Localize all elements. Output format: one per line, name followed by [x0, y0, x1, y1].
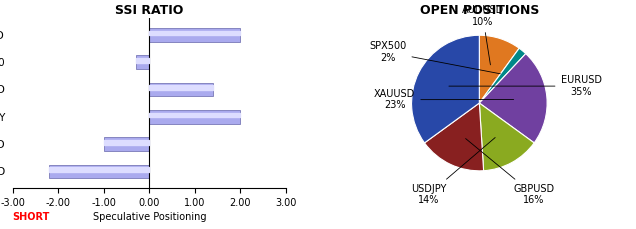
Bar: [149, 31, 240, 35]
Bar: [49, 167, 149, 172]
Bar: [149, 110, 240, 124]
Bar: [135, 55, 149, 69]
Text: Speculative Positioning: Speculative Positioning: [93, 212, 206, 222]
Wedge shape: [480, 48, 526, 103]
Wedge shape: [424, 103, 483, 171]
Wedge shape: [480, 54, 547, 143]
Text: XAUUSD
23%: XAUUSD 23%: [374, 89, 514, 110]
Text: USDJPY
14%: USDJPY 14%: [411, 138, 495, 205]
Bar: [104, 140, 149, 145]
Bar: [149, 82, 213, 96]
Text: SHORT: SHORT: [13, 212, 50, 222]
Bar: [104, 137, 149, 151]
Text: SPX500
2%: SPX500 2%: [370, 41, 501, 74]
Bar: [149, 28, 240, 41]
Title: SSI RATIO: SSI RATIO: [115, 4, 184, 17]
Text: AUDUSD
10%: AUDUSD 10%: [462, 5, 504, 65]
Title: OPEN POSITIONS: OPEN POSITIONS: [420, 4, 539, 17]
Bar: [49, 165, 149, 178]
Bar: [149, 113, 240, 117]
Bar: [135, 58, 149, 63]
Wedge shape: [411, 35, 480, 143]
Wedge shape: [480, 35, 519, 103]
Wedge shape: [480, 103, 534, 171]
Text: GBPUSD
16%: GBPUSD 16%: [466, 139, 554, 205]
Text: EURUSD
35%: EURUSD 35%: [449, 75, 602, 97]
Bar: [149, 85, 213, 90]
